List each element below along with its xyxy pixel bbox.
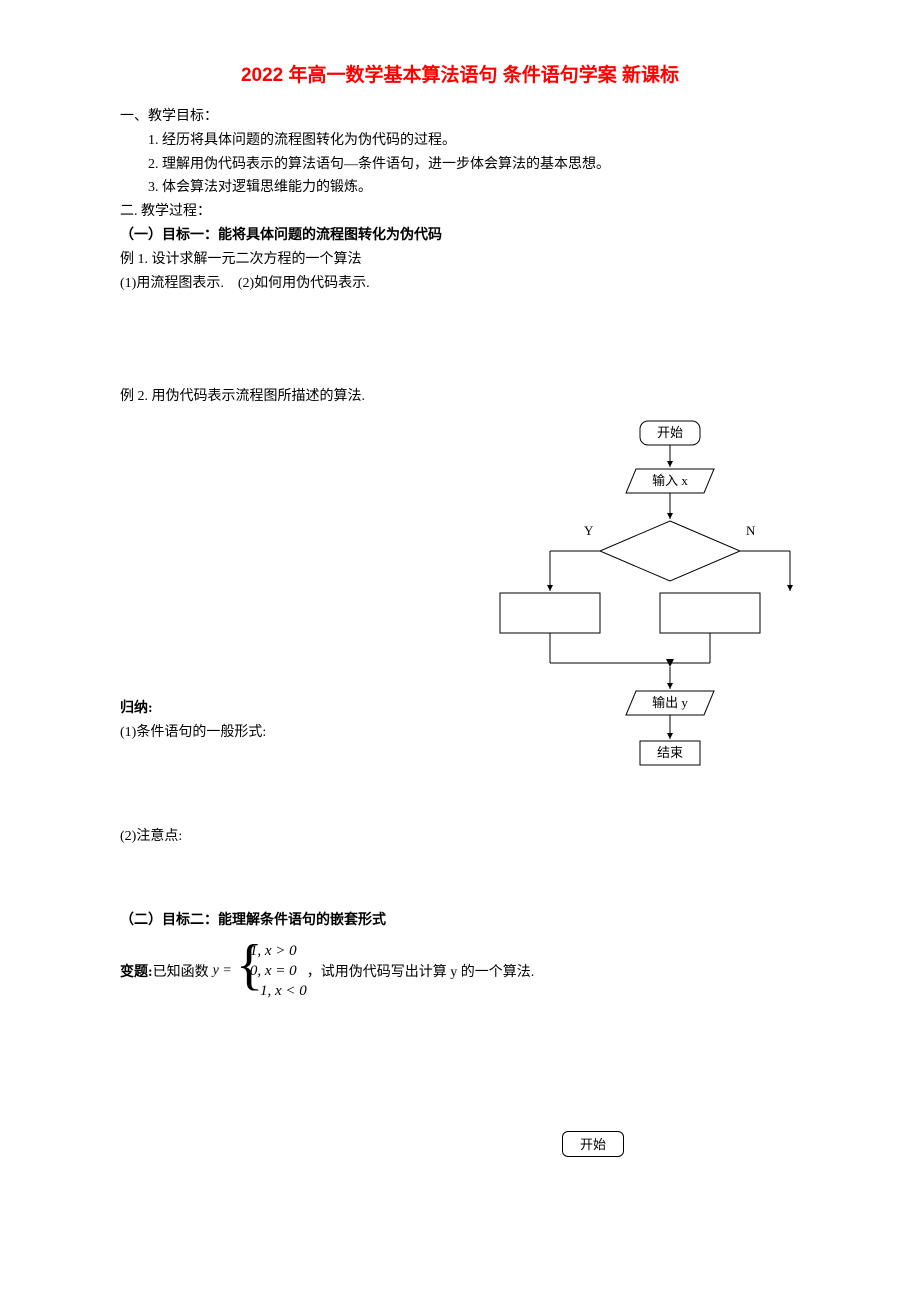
variant-label: 变题: — [120, 961, 153, 981]
piecewise-function: { 1, x > 0 0, x = 0 −1, x < 0 — [236, 941, 307, 1001]
flowchart-svg: 开始 输入 x Y N — [400, 415, 800, 795]
summary-2: (2)注意点: — [120, 825, 800, 849]
section2-heading: 二. 教学过程： — [120, 200, 800, 224]
example1-sub: (1)用流程图表示. (2)如何用伪代码表示. — [120, 272, 800, 296]
variant-post: ，试用伪代码写出计算 y 的一个算法. — [307, 961, 535, 981]
fc-y-label: Y — [584, 523, 594, 538]
fc-output-text: 输出 y — [652, 695, 688, 710]
variant-pre: 已知函数 — [153, 961, 209, 981]
brace-icon: { — [236, 937, 263, 993]
example2: 例 2. 用伪代码表示流程图所描述的算法. — [120, 385, 800, 409]
bottom-start-box: 开始 — [562, 1131, 624, 1157]
fc-end-text: 结束 — [657, 745, 683, 760]
summary-1: (1)条件语句的一般形式: — [120, 721, 266, 745]
flowchart: 开始 输入 x Y N — [120, 415, 800, 795]
goal2-heading: （二）目标二：能理解条件语句的嵌套形式 — [120, 909, 800, 933]
variant-y: y = — [213, 963, 232, 979]
goal-item-1: 1. 经历将具体问题的流程图转化为伪代码的过程。 — [120, 129, 800, 153]
section1-heading: 一、教学目标： — [120, 105, 800, 129]
page-title: 2022 年高一数学基本算法语句 条件语句学案 新课标 — [120, 60, 800, 87]
goal-item-2: 2. 理解用伪代码表示的算法语句—条件语句，进一步体会算法的基本思想。 — [120, 153, 800, 177]
example1: 例 1. 设计求解一元二次方程的一个算法 — [120, 248, 800, 272]
fc-input-text: 输入 x — [652, 473, 688, 488]
fc-start-text: 开始 — [657, 425, 683, 440]
fc-n-label: N — [746, 523, 756, 538]
goal1-heading: （一）目标一：能将具体问题的流程图转化为伪代码 — [120, 224, 800, 248]
goal-item-3: 3. 体会算法对逻辑思维能力的锻炼。 — [120, 176, 800, 200]
summary-heading: 归纳: — [120, 697, 266, 721]
variant-problem: 变题: 已知函数 y = { 1, x > 0 0, x = 0 −1, x <… — [120, 941, 800, 1001]
